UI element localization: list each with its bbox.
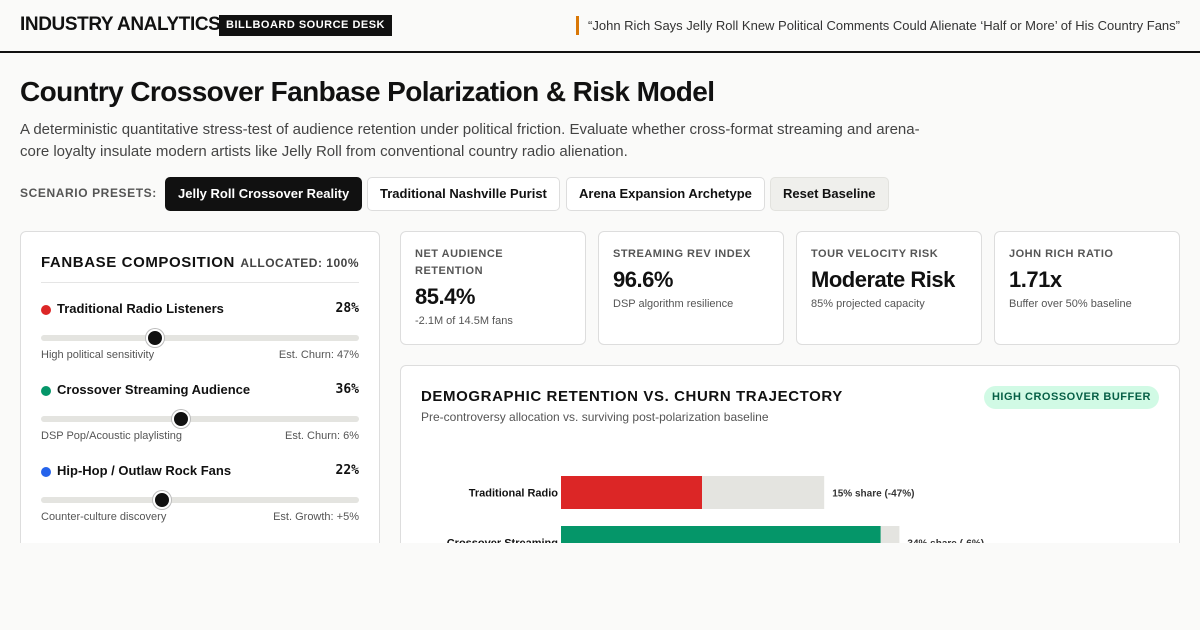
segment-color-dot <box>41 305 51 315</box>
kpi-value: 1.71x <box>1009 267 1062 292</box>
news-headline[interactable]: “John Rich Says Jelly Roll Knew Politica… <box>576 16 1180 35</box>
chart-subtitle: Pre-controversy allocation vs. surviving… <box>421 410 769 424</box>
segment-churn: Est. Churn: 47% <box>278 349 359 361</box>
page-title: Country Crossover Fanbase Polarization &… <box>20 76 715 107</box>
kpi-label: JOHN RICH RATIO <box>1009 248 1114 260</box>
preset-jelly-roll-button[interactable]: Jelly Roll Crossover Reality <box>165 177 363 211</box>
kpi-label: NET AUDIENCE RETENTION <box>415 248 504 277</box>
preset-arena-expansion-button[interactable]: Arena Expansion Archetype <box>566 177 765 211</box>
segment-name: Hip-Hop / Outlaw Rock Fans <box>57 463 232 478</box>
top-bar: INDUSTRY ANALYTICS BILLBOARD SOURCE DESK… <box>0 0 1200 53</box>
kpi-subtext: Buffer over 50% baseline <box>1009 298 1132 310</box>
segment-slider-track[interactable] <box>41 497 359 503</box>
kpi-label: STREAMING REV INDEX <box>613 248 751 260</box>
segment-note: Counter-culture discovery <box>41 511 167 523</box>
segment-slider-thumb[interactable] <box>152 491 171 509</box>
segment-churn: Est. Growth: +5% <box>273 511 359 523</box>
segment-name: Crossover Streaming Audience <box>57 382 251 397</box>
segment-note: High political sensitivity <box>41 349 155 361</box>
kpi-streaming-rev-index: STREAMING REV INDEX 96.6% DSP algorithm … <box>598 231 784 345</box>
kpi-value: 85.4% <box>415 284 475 309</box>
crossover-buffer-badge: HIGH CROSSOVER BUFFER <box>983 386 1159 409</box>
segment-percent: 36% <box>335 382 359 397</box>
kpi-subtext: DSP algorithm resilience <box>613 298 734 310</box>
chart-title: DEMOGRAPHIC RETENTION VS. CHURN TRAJECTO… <box>421 388 843 405</box>
panel-divider <box>41 282 359 283</box>
kpi-value: 96.6% <box>613 267 673 292</box>
presets-label: SCENARIO PRESETS: <box>20 186 157 200</box>
desk-badge: BILLBOARD SOURCE DESK <box>219 15 393 36</box>
segment-color-dot <box>41 386 51 396</box>
kpi-subtext: -2.1M of 14.5M fans <box>415 315 513 327</box>
segment-slider-track[interactable] <box>41 335 359 341</box>
segment-color-dot <box>41 467 51 477</box>
viewport-fold <box>0 543 1200 630</box>
category-label: Traditional Radio <box>469 488 559 500</box>
brand-name: INDUSTRY ANALYTICS <box>20 14 221 35</box>
panel-title: FANBASE COMPOSITION <box>41 254 235 271</box>
segment-note: DSP Pop/Acoustic playlisting <box>41 430 183 442</box>
kpi-john-rich-ratio: JOHN RICH RATIO 1.71x Buffer over 50% ba… <box>994 231 1180 345</box>
segment-crossover-streaming: Crossover Streaming Audience 36% DSP Pop… <box>41 382 359 462</box>
kpi-tour-velocity-risk: TOUR VELOCITY RISK Moderate Risk 85% pro… <box>796 231 982 345</box>
kpi-subtext: 85% projected capacity <box>811 298 925 310</box>
segment-churn: Est. Churn: 6% <box>285 430 359 442</box>
kpi-net-audience-retention: NET AUDIENCE RETENTION 85.4% -2.1M of 14… <box>400 231 586 345</box>
segment-slider-thumb[interactable] <box>146 329 165 347</box>
segment-percent: 22% <box>335 463 359 478</box>
retained-bar <box>561 476 702 509</box>
fanbase-composition-panel: FANBASE COMPOSITION ALLOCATED: 100% Trad… <box>20 231 380 571</box>
segment-hiphop-outlaw: Hip-Hop / Outlaw Rock Fans 22% Counter-c… <box>41 463 359 543</box>
segment-name: Traditional Radio Listeners <box>57 301 224 316</box>
segment-slider-thumb[interactable] <box>171 410 190 428</box>
data-label: 15% share (-47%) <box>832 489 914 500</box>
page-description: A deterministic quantitative stress-test… <box>20 121 920 160</box>
preset-nashville-purist-button[interactable]: Traditional Nashville Purist <box>367 177 560 211</box>
allocation-total: ALLOCATED: 100% <box>240 256 359 270</box>
kpi-label: TOUR VELOCITY RISK <box>811 248 939 260</box>
segment-traditional-radio: Traditional Radio Listeners 28% High pol… <box>41 301 359 381</box>
segment-slider-track[interactable] <box>41 416 359 422</box>
reset-baseline-button[interactable]: Reset Baseline <box>770 177 889 211</box>
segment-percent: 28% <box>335 301 359 316</box>
kpi-value: Moderate Risk <box>811 267 955 292</box>
